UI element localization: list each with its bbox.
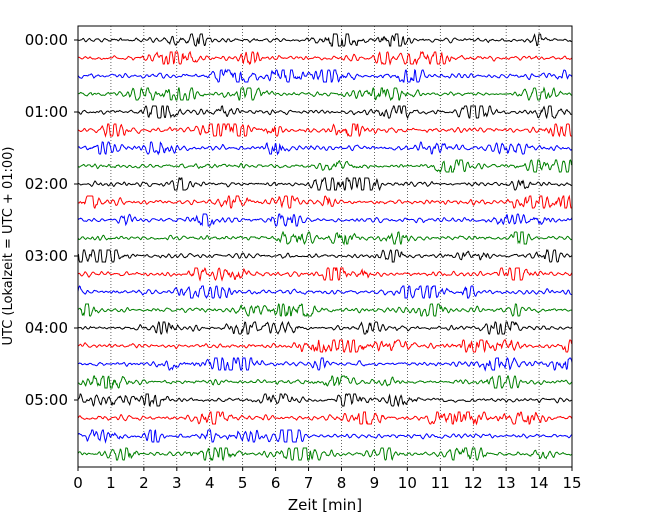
y-axis-label: UTC (Lokalzeit = UTC + 01:00)	[1, 147, 16, 346]
trace-0315	[77, 267, 573, 282]
y-tick-label: 01:00	[25, 103, 68, 121]
x-tick-label: 1	[106, 474, 116, 492]
x-tick-label: 5	[238, 474, 248, 492]
x-tick-label: 0	[73, 474, 83, 492]
trace-0430	[77, 357, 573, 372]
plot-frame	[77, 25, 573, 468]
y-tick-label: 05:00	[25, 391, 68, 409]
trace-0415	[77, 339, 573, 354]
x-tick-label: 11	[431, 474, 450, 492]
trace-0045	[77, 86, 573, 102]
x-tick-label: 8	[337, 474, 347, 492]
x-tick-label: 15	[562, 474, 581, 492]
trace-0515	[77, 411, 573, 426]
y-tick-label: 03:00	[25, 247, 68, 265]
trace-0330	[77, 285, 573, 299]
trace-0015	[77, 50, 573, 66]
trace-0100	[77, 105, 573, 120]
trace-0230	[77, 213, 573, 227]
x-tick-label: 6	[271, 474, 281, 492]
x-tick-label: 2	[139, 474, 149, 492]
trace-0130	[77, 141, 573, 156]
x-tick-label: 9	[370, 474, 380, 492]
trace-group	[77, 33, 573, 462]
x-tick-label: 3	[172, 474, 182, 492]
trace-0445	[77, 375, 573, 389]
trace-0000	[77, 33, 573, 47]
x-axis: 0 1 2 3 4 5 6 7 8 9 10 11 12 13 14 15	[73, 467, 582, 492]
x-axis-label: Zeit [min]	[288, 496, 362, 514]
trace-0500	[77, 393, 573, 408]
trace-0400	[77, 320, 573, 335]
trace-0145	[77, 159, 573, 173]
trace-0200	[77, 177, 573, 192]
trace-0545	[77, 447, 573, 462]
x-tick-label: 7	[304, 474, 314, 492]
trace-0215	[77, 194, 572, 209]
x-tick-label: 4	[205, 474, 215, 492]
trace-0030	[77, 68, 573, 83]
trace-0300	[77, 248, 573, 263]
x-tick-label: 13	[497, 474, 516, 492]
y-tick-label: 04:00	[25, 319, 68, 337]
y-axis: 00:00 01:00 02:00 03:00 04:00 05:00	[25, 31, 78, 409]
trace-0345	[77, 303, 573, 317]
y-tick-label: 02:00	[25, 175, 68, 193]
trace-0115	[77, 123, 573, 138]
trace-0245	[77, 230, 573, 246]
trace-0530	[77, 429, 573, 444]
x-tick-label: 14	[530, 474, 549, 492]
x-tick-label: 10	[398, 474, 417, 492]
x-tick-label: 12	[464, 474, 483, 492]
y-tick-label: 00:00	[25, 31, 68, 49]
